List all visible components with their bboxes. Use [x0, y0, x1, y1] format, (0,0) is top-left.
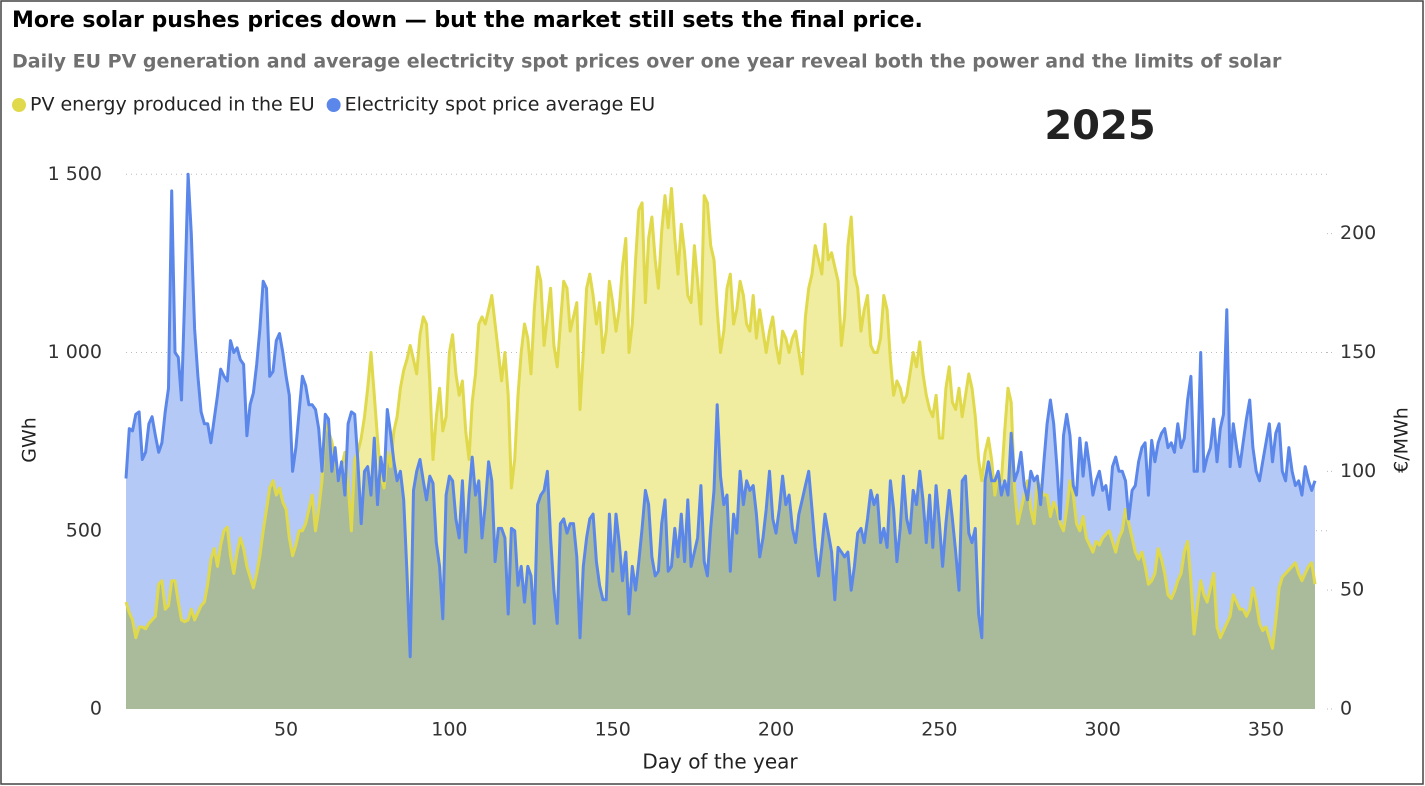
- legend-label: PV energy produced in the EU: [30, 94, 315, 116]
- area: [126, 174, 1315, 710]
- x-tick-label: 300: [1085, 719, 1121, 741]
- y2-tick-label: 0: [1340, 698, 1352, 720]
- x-tick-label: 200: [758, 719, 794, 741]
- x-tick-label: 150: [595, 719, 631, 741]
- y-axis-title: GWh: [19, 417, 41, 463]
- legend-marker: [12, 98, 26, 112]
- y2-tick-label: 150: [1340, 341, 1376, 363]
- x-axis-title: Day of the year: [642, 750, 798, 774]
- annotation: 2025: [1044, 103, 1155, 149]
- x-tick-label: 350: [1248, 719, 1284, 741]
- y-tick-label: 500: [66, 519, 102, 541]
- legend-marker: [326, 98, 341, 112]
- chart-title: More solar pushes prices down — but the …: [12, 8, 923, 33]
- y-tick-label: 1 000: [48, 341, 102, 363]
- legend-label: Electricity spot price average EU: [345, 94, 656, 116]
- y2-tick-label: 100: [1340, 460, 1376, 482]
- x-tick-label: 50: [274, 719, 298, 741]
- y2-axis-title: €/MWh: [1391, 407, 1413, 473]
- y-tick-label: 1 500: [48, 163, 102, 185]
- chart-subtitle: Daily EU PV generation and average elect…: [12, 51, 1282, 73]
- y-tick-label: 0: [90, 698, 102, 720]
- areas: [126, 174, 1315, 710]
- y2-tick-label: 50: [1340, 579, 1364, 601]
- y2-tick-label: 200: [1340, 222, 1376, 244]
- x-tick-label: 100: [431, 719, 467, 741]
- x-tick-label: 250: [921, 719, 957, 741]
- line: [124, 172, 1317, 659]
